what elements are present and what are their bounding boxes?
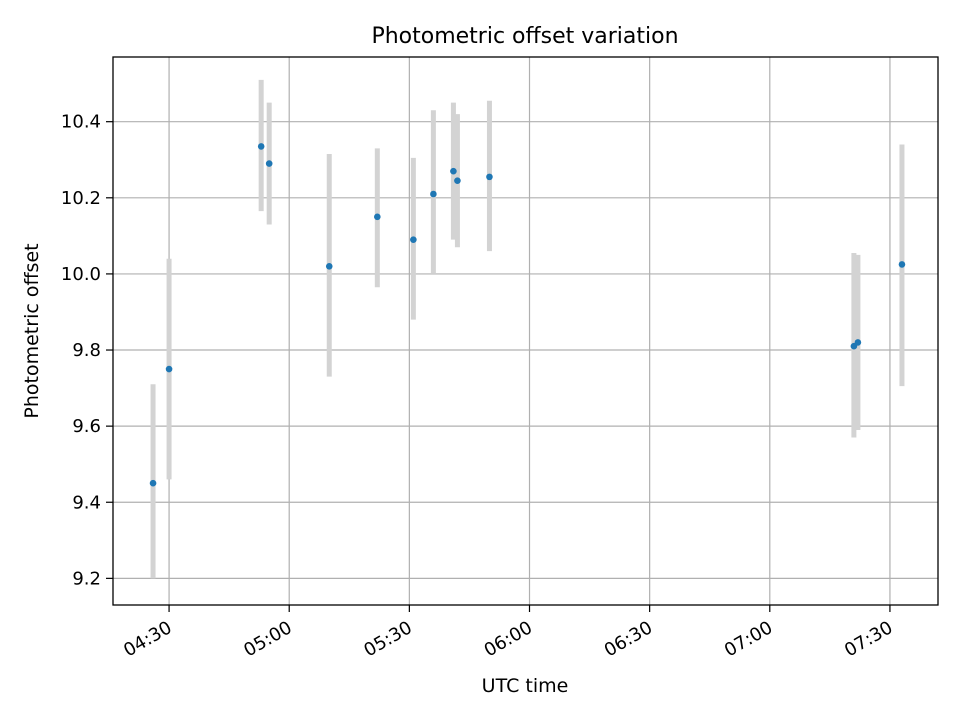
data-points	[149, 143, 906, 487]
y-tick-label: 10.2	[61, 188, 101, 209]
data-point	[898, 261, 906, 268]
data-point	[149, 479, 157, 487]
y-tick-label: 10.0	[61, 264, 101, 285]
data-point	[325, 263, 333, 270]
data-point	[454, 177, 461, 184]
data-point	[165, 365, 173, 373]
y-tick-label: 9.6	[72, 416, 101, 437]
plot-frame	[112, 56, 939, 606]
data-point	[374, 213, 381, 221]
chart-title: Photometric offset variation	[371, 24, 678, 49]
x-tick-label: 06:30	[601, 617, 656, 661]
x-tick-label: 04:30	[120, 617, 175, 661]
x-tick-label: 05:00	[240, 617, 295, 661]
data-point	[410, 236, 417, 243]
y-tick-label: 9.2	[72, 568, 101, 589]
y-tick-label: 9.4	[72, 492, 101, 513]
data-point	[265, 160, 273, 167]
data-point	[450, 167, 457, 175]
error-bars	[150, 79, 905, 579]
y-axis-label: Photometric offset	[21, 243, 43, 418]
x-axis-label: UTC time	[482, 675, 569, 697]
data-point	[486, 173, 493, 181]
x-tick-label: 07:00	[721, 617, 776, 661]
x-tick-label: 05:30	[360, 617, 415, 661]
data-point	[257, 143, 265, 150]
y-tick-label: 9.8	[72, 340, 101, 361]
data-point	[854, 339, 862, 346]
grid	[113, 57, 938, 605]
x-tick-label: 06:00	[481, 617, 536, 661]
x-tick-label: 07:30	[841, 617, 896, 661]
data-point	[430, 190, 437, 198]
y-tick-label: 10.4	[61, 112, 101, 133]
